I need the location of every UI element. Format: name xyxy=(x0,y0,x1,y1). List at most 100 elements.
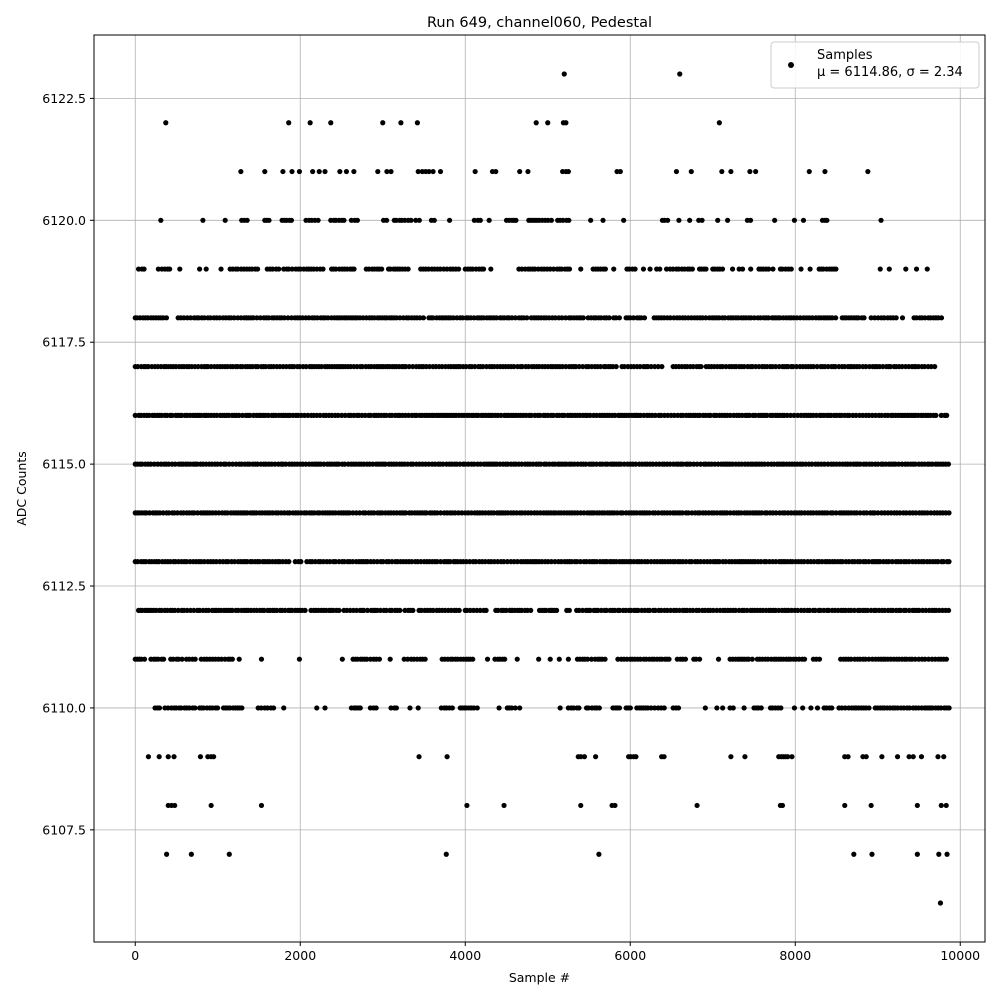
data-point xyxy=(371,510,377,516)
data-point xyxy=(447,559,453,565)
legend: Samples μ = 6114.86, σ = 2.34 xyxy=(770,41,980,89)
data-point xyxy=(460,315,466,321)
data-point xyxy=(772,217,778,223)
data-point xyxy=(801,656,808,662)
data-point xyxy=(343,168,350,175)
data-point xyxy=(524,315,530,321)
data-point xyxy=(814,705,821,711)
y-tick-label: 6107.5 xyxy=(42,822,86,837)
data-point xyxy=(444,754,450,760)
data-point xyxy=(857,510,863,516)
data-point xyxy=(833,510,839,516)
data-point xyxy=(795,607,801,614)
data-point xyxy=(172,461,178,467)
data-point xyxy=(707,412,714,418)
data-point xyxy=(405,266,411,272)
data-point xyxy=(637,363,643,370)
data-point xyxy=(472,168,478,175)
data-point xyxy=(163,315,170,321)
data-point xyxy=(496,705,502,711)
data-point xyxy=(158,217,164,223)
data-point xyxy=(600,217,606,223)
data-point xyxy=(351,168,357,175)
data-point xyxy=(938,315,945,321)
data-point xyxy=(688,168,694,175)
data-point xyxy=(328,120,334,126)
data-point xyxy=(842,802,848,809)
data-point xyxy=(661,754,667,760)
data-point xyxy=(903,266,909,272)
data-point xyxy=(289,168,295,175)
data-point xyxy=(875,510,881,516)
data-point xyxy=(171,754,177,760)
data-point xyxy=(748,266,754,272)
data-point xyxy=(270,705,277,711)
x-tick-label: 0 xyxy=(131,948,139,963)
data-point xyxy=(244,217,250,223)
data-point xyxy=(753,168,759,175)
data-point xyxy=(397,607,403,614)
data-point xyxy=(156,705,163,711)
data-point xyxy=(393,705,399,711)
data-point xyxy=(788,266,794,272)
y-tick-label: 6122.5 xyxy=(42,91,86,106)
data-point xyxy=(906,559,912,565)
legend-marker xyxy=(788,62,794,68)
data-point xyxy=(379,266,385,272)
data-point xyxy=(616,705,623,711)
data-point xyxy=(945,461,952,467)
data-point xyxy=(197,266,203,272)
data-point xyxy=(943,656,950,662)
data-point xyxy=(640,266,647,272)
data-point xyxy=(739,266,746,272)
data-point xyxy=(694,461,700,467)
data-point xyxy=(262,168,268,175)
data-point xyxy=(231,315,237,321)
data-point xyxy=(941,754,947,760)
legend-stats: μ = 6114.86, σ = 2.34 xyxy=(817,65,963,80)
data-point xyxy=(514,656,520,662)
data-point xyxy=(747,168,753,175)
data-point xyxy=(232,559,238,565)
data-point xyxy=(333,266,339,272)
data-point xyxy=(422,656,428,662)
data-point xyxy=(414,120,420,126)
data-point xyxy=(517,168,523,175)
data-point xyxy=(937,900,944,906)
data-point xyxy=(337,168,343,175)
data-point xyxy=(380,559,386,565)
data-point xyxy=(766,266,772,272)
data-point xyxy=(675,705,682,711)
data-point xyxy=(563,120,569,126)
data-point xyxy=(484,656,491,662)
chart-title: Run 649, channel060, Pedestal xyxy=(427,15,652,31)
data-point xyxy=(822,168,828,175)
data-point xyxy=(613,363,619,370)
data-point xyxy=(192,705,198,711)
data-point xyxy=(320,266,326,272)
data-point xyxy=(437,168,444,175)
y-tick-label: 6120.0 xyxy=(42,213,86,228)
data-point xyxy=(335,412,341,418)
data-point xyxy=(703,315,709,321)
data-point xyxy=(536,656,542,662)
data-point xyxy=(632,266,638,272)
data-point xyxy=(616,315,622,321)
data-point xyxy=(659,363,665,370)
data-point xyxy=(364,656,370,662)
data-point xyxy=(464,802,470,809)
data-point xyxy=(652,412,658,418)
data-point xyxy=(286,559,292,565)
data-point xyxy=(430,315,436,321)
data-point xyxy=(566,266,573,272)
data-point xyxy=(501,559,507,565)
y-axis-label: ADC Counts xyxy=(14,451,29,526)
data-point xyxy=(322,705,328,711)
data-point xyxy=(470,656,476,662)
data-point xyxy=(317,412,323,418)
data-point xyxy=(719,266,726,272)
data-point xyxy=(770,266,776,272)
data-point xyxy=(758,705,764,711)
data-point xyxy=(751,315,757,321)
x-tick-label: 4000 xyxy=(449,948,481,963)
